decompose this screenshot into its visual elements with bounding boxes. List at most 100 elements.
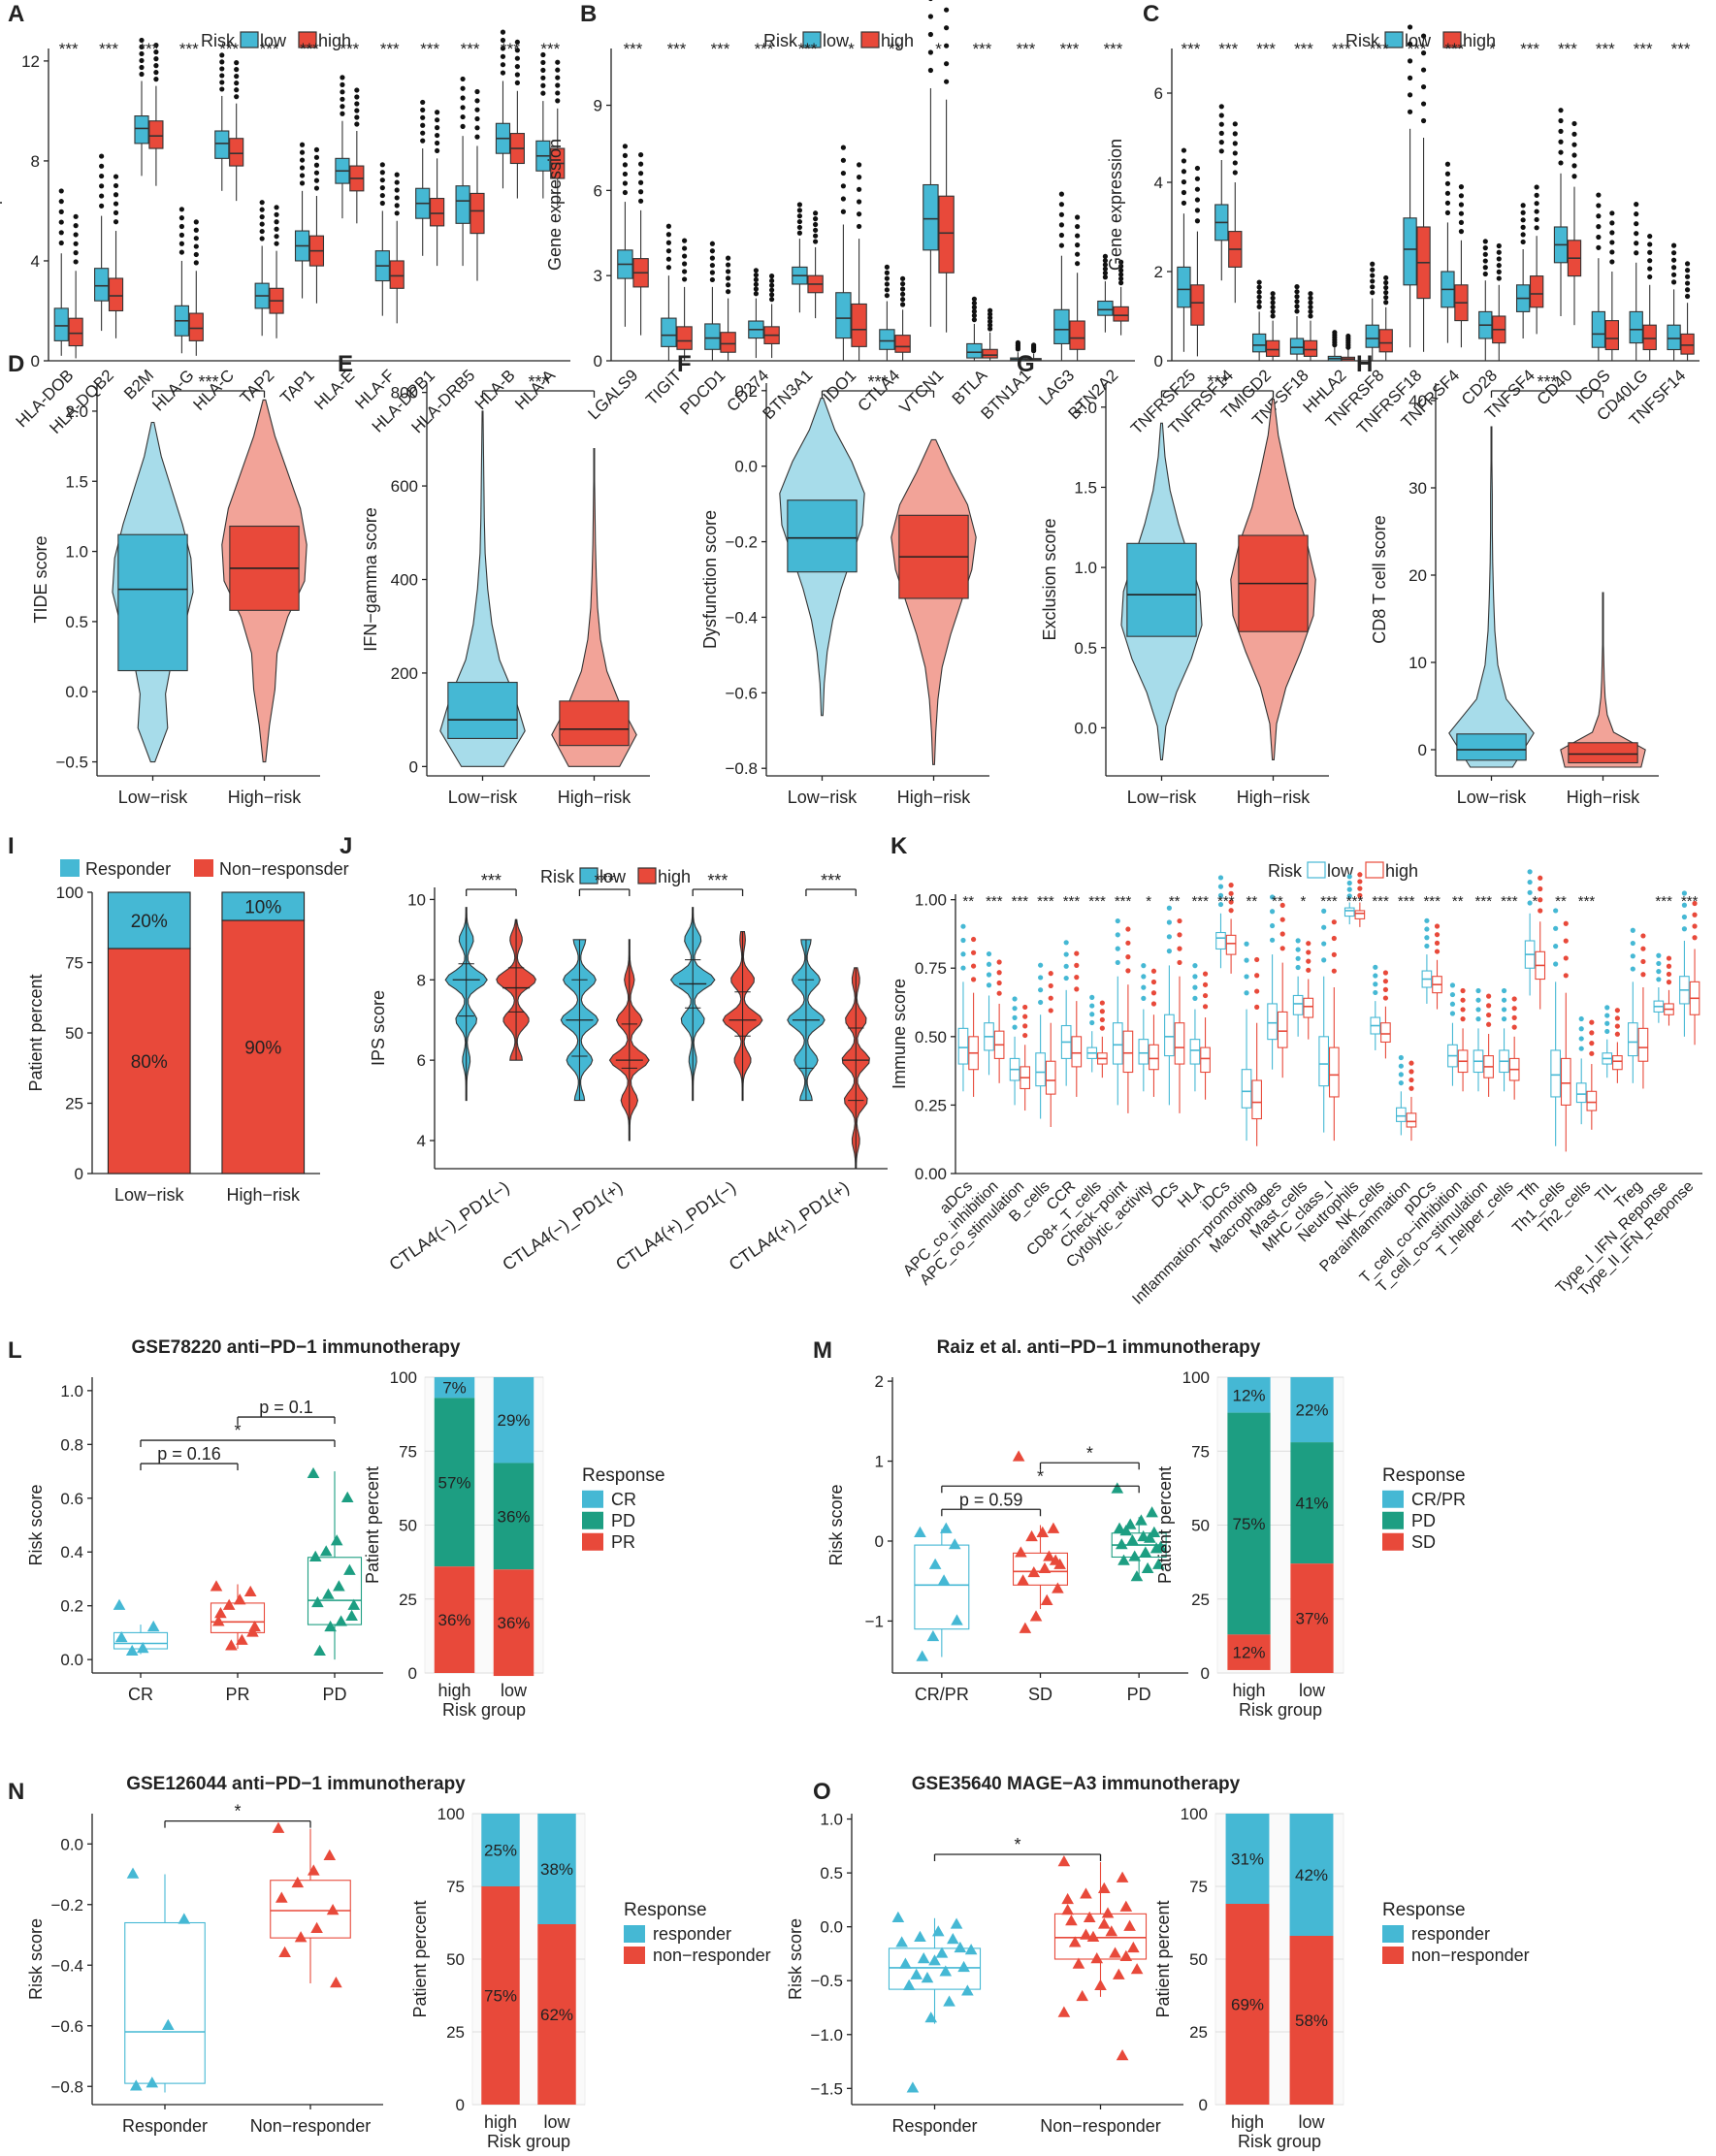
- panel-K-high-Type_I_IFN_Reponse-outlier: [1666, 971, 1672, 978]
- panel-A-y-tick-label: 0: [31, 352, 40, 370]
- panel-K-low-Macrophages-box: [1267, 1003, 1278, 1041]
- panel-K-high-B_cells-box: [1045, 1060, 1056, 1095]
- panel-K-high-CCR-outlier: [1074, 975, 1080, 981]
- panel-K-high-Check−point-outlier: [1125, 954, 1131, 960]
- panel-N-bar-label: 75%: [484, 1987, 517, 2006]
- panel-K-high-Th1_cells-outlier: [1563, 920, 1569, 926]
- panel-O-title: GSE35640 MAGE−A3 immunotherapy: [912, 1774, 1241, 1794]
- panel-M-point: [1119, 1525, 1133, 1536]
- panel-A-low-HLA-A-outlier: [540, 75, 546, 80]
- panel-A-low-HLA-DQB2-outlier: [99, 183, 105, 189]
- panel-B-high-CD274-outlier: [769, 292, 775, 298]
- panel-B-high-TIGIT-outlier: [682, 276, 688, 282]
- panel-K-low-HLA-outlier: [1192, 984, 1198, 990]
- panel-B-high-BTLA-outlier: [988, 322, 993, 328]
- panel-M-bar-label: 75%: [1232, 1515, 1265, 1533]
- panel-C-low-TMIGD2-outlier: [1256, 279, 1262, 285]
- panel-K-low-Th2_cells-outlier: [1578, 1026, 1584, 1032]
- panel-C-high-TNFSF18-outlier: [1308, 308, 1313, 314]
- panel-B-x-tick-label: IDO1: [820, 366, 859, 405]
- panel-K-high-APC_co_stimulation-outlier: [1022, 1014, 1028, 1019]
- panel-N-point: [326, 1904, 340, 1915]
- panel-K-y-tick-label: 1.00: [915, 891, 947, 910]
- panel-K-signif: ***: [1423, 893, 1441, 910]
- panel-label-O: O: [813, 1779, 831, 1805]
- panel-A-low-TAP1-outlier: [299, 180, 306, 186]
- panel-C-high-HHLA2-outlier: [1345, 333, 1351, 339]
- panel-C-high-TNFRSF8-box: [1378, 329, 1393, 353]
- panel-L-y-tick-label: 0.8: [60, 1435, 83, 1454]
- panel-A-low-HLA-C-outlier: [219, 73, 225, 79]
- panel-L-bar-label: 29%: [497, 1411, 530, 1430]
- panel-C-high-CD28-outlier: [1496, 256, 1502, 262]
- panel-K-low-Type_II_IFN_Reponse-outlier: [1681, 914, 1688, 920]
- panel-A-low-TAP2-outlier: [259, 236, 265, 241]
- panel-M-point: [1015, 1546, 1027, 1558]
- panel-L-compare-label: p = 0.16: [157, 1444, 221, 1464]
- panel-C-low-TNFRSF14-outlier: [1218, 104, 1224, 110]
- panel-K-signif: *: [1532, 893, 1538, 910]
- panel-K-low-Th1_cells-outlier: [1553, 944, 1559, 949]
- panel-B-low-PDCD1-outlier: [709, 255, 716, 261]
- panel-A-legend-swatch-low: [240, 31, 259, 48]
- panel-J-y-axis-label: IPS score: [369, 990, 388, 1066]
- panel-B-low-LAG3-outlier: [1058, 202, 1064, 208]
- panel-C-low-TNFRSF25-outlier: [1181, 169, 1187, 175]
- panel-N-bar-label: 38%: [540, 1860, 573, 1879]
- panel-B-low-VTCN1-box: [923, 183, 939, 251]
- panel-K-x-tick-label: DCs: [1149, 1178, 1182, 1211]
- panel-C-high-CD40LG-outlier: [1647, 233, 1653, 240]
- panel-M-point: [1019, 1622, 1032, 1633]
- panel-O-legend-label: non−responder: [1411, 1946, 1530, 1965]
- panel-K-low-Neutrophils-outlier: [1346, 886, 1352, 892]
- panel-label-I: I: [8, 833, 15, 859]
- panel-A-high-HLA-DOB-outlier: [73, 250, 79, 256]
- panel-G-y-axis-label: Exclusion score: [1040, 518, 1059, 640]
- panel-K-low-DCs-outlier: [1166, 905, 1172, 911]
- panel-O-x-tick-label: Non−responder: [1040, 2116, 1161, 2136]
- panel-K-high-Th2_cells-outlier: [1589, 1030, 1595, 1036]
- panel-M-title: Raiz et al. anti−PD−1 immunotherapy: [937, 1337, 1261, 1358]
- panel-B-low-TIGIT-box: [661, 317, 677, 347]
- panel-B-low-CTLA4-outlier: [884, 264, 890, 270]
- panel-C-low-TMIGD2-outlier: [1256, 294, 1262, 300]
- panel-K-high-TIL-box: [1612, 1055, 1623, 1071]
- panel-A-low-HLA-C-outlier: [219, 52, 225, 58]
- panel-K-high-B_cells-outlier: [1048, 971, 1053, 977]
- panel-A-legend-title: Risk: [201, 31, 236, 50]
- panel-K-low-Macrophages-outlier: [1269, 909, 1276, 915]
- panel-B-high-BTN2A2-outlier: [1118, 259, 1124, 265]
- panel-O-bar-label: 31%: [1231, 1850, 1264, 1869]
- panel-L-point: [136, 1642, 149, 1654]
- panel-A-low-HLA-DQB2-outlier: [99, 153, 105, 159]
- panel-K-low-pDCs-outlier: [1424, 926, 1430, 932]
- panel-B-high-VTCN1-outlier: [944, 25, 950, 31]
- panel-K-high-Inflammation−promoting-outlier: [1254, 1004, 1260, 1010]
- panel-A-low-HLA-G-outlier: [178, 232, 184, 238]
- panel-J-signif-label: ***: [707, 871, 728, 890]
- panel-A-low-HLA-F-outlier: [379, 192, 385, 199]
- panel-M-point: [1139, 1546, 1152, 1558]
- panel-C-low-CD28-outlier: [1482, 271, 1488, 277]
- panel-K-high-Inflammation−promoting-outlier: [1254, 988, 1260, 994]
- panel-K-signif: ***: [1088, 893, 1106, 910]
- panel-O-bar-y-tick-label: 50: [1189, 1950, 1208, 1969]
- panel-F-box-low: [787, 499, 858, 573]
- panel-K-high-CCR-outlier: [1074, 986, 1080, 992]
- panel-K-legend-swatch-high: [1365, 861, 1384, 879]
- panel-M-y-axis-label: Risk score: [826, 1484, 846, 1565]
- panel-B-low-LAG3-outlier: [1058, 191, 1064, 197]
- panel-J-x-tick-label: CTLA4(−)_PD1(−): [386, 1177, 514, 1275]
- panel-O-point: [1123, 1919, 1136, 1931]
- panel-B-low-VTCN1-outlier: [927, 14, 934, 19]
- panel-N-point: [278, 1946, 291, 1957]
- panel-M-bar-segment: [1227, 1634, 1271, 1670]
- panel-C-low-TNFSF18-outlier: [1294, 308, 1300, 314]
- panel-K-low-T_cell_co−inhibition-outlier: [1449, 982, 1456, 988]
- panel-O-point: [1076, 1989, 1088, 2002]
- panel-A-high-HLA-DQB2-box: [108, 277, 124, 312]
- panel-N-title: GSE126044 anti−PD−1 immunotherapy: [126, 1774, 466, 1794]
- panel-E-y-tick-label: 800: [391, 384, 418, 402]
- panel-M-compare-label: *: [1037, 1466, 1044, 1486]
- panel-M-point: [1038, 1561, 1052, 1574]
